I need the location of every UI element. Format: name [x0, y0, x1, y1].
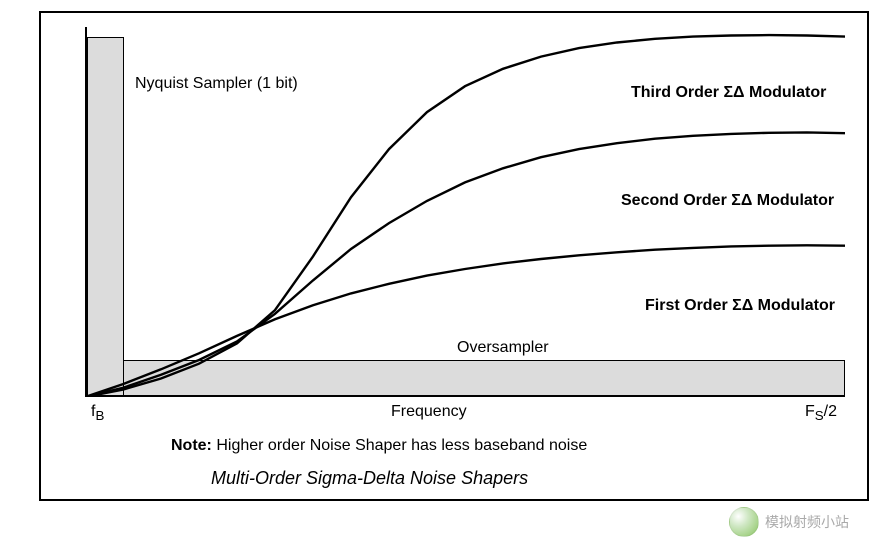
note-text: Note: Higher order Noise Shaper has less…	[171, 437, 587, 455]
curve-label-first-order: First Order ΣΔ Modulator	[645, 297, 835, 315]
curve-second_order	[85, 132, 845, 397]
tick-label-fs-over-2: FS/2	[805, 403, 837, 423]
oversampler-label: Oversampler	[457, 339, 549, 357]
watermark: 模拟射频小站	[729, 507, 849, 537]
tick-label-fb: fB	[91, 403, 104, 423]
curve-first_order	[85, 245, 845, 397]
plot-area: Nyquist Sampler (1 bit) Oversampler Thir…	[85, 27, 845, 397]
watermark-text: 模拟射频小站	[765, 512, 849, 532]
figure-frame: Nyquist Sampler (1 bit) Oversampler Thir…	[39, 11, 869, 501]
nyquist-label: Nyquist Sampler (1 bit)	[135, 75, 298, 93]
figure-caption: Multi-Order Sigma-Delta Noise Shapers	[211, 468, 528, 489]
curve-label-third-order: Third Order ΣΔ Modulator	[631, 84, 826, 102]
curve-label-second-order: Second Order ΣΔ Modulator	[621, 192, 834, 210]
axis-label-frequency: Frequency	[391, 403, 467, 421]
wechat-icon	[729, 507, 759, 537]
